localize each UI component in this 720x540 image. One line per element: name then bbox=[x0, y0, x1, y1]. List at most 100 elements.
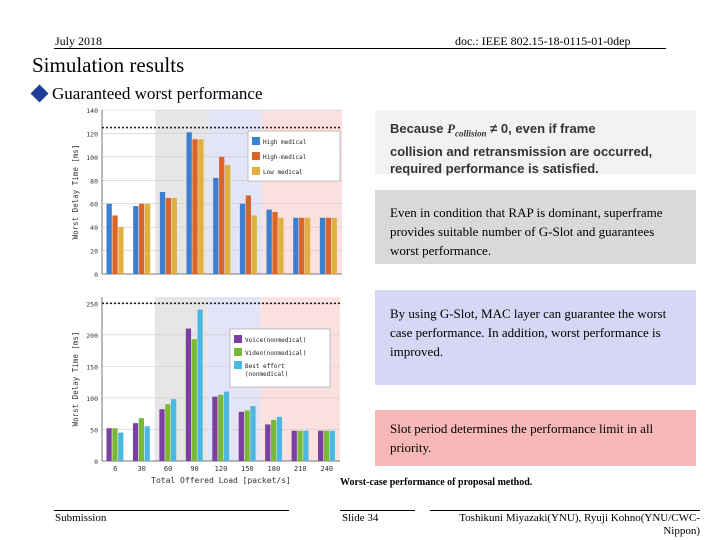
bar bbox=[219, 156, 225, 274]
y-tick-label: 0 bbox=[94, 271, 98, 279]
y-axis-label: Worst Delay Time [ms] bbox=[71, 332, 80, 427]
bar bbox=[251, 215, 257, 274]
bar bbox=[171, 399, 177, 461]
x-axis-label: Total Offered Load [packet/s] bbox=[151, 476, 291, 485]
bar bbox=[118, 432, 124, 461]
legend-label: Best effort bbox=[245, 363, 285, 370]
bar bbox=[192, 139, 198, 274]
x-tick-label: 150 bbox=[241, 465, 254, 473]
y-tick-label: 150 bbox=[86, 363, 98, 371]
footer-rule-left bbox=[54, 510, 289, 511]
callout-collision: Because Pcollision ≠ 0, even if frame co… bbox=[375, 110, 696, 176]
footer-authors-line1: Toshikuni Miyazaki(YNU), Ryuji Kohno(YNU… bbox=[459, 512, 700, 524]
y-tick-label: 80 bbox=[90, 177, 98, 185]
x-tick-label: 180 bbox=[268, 465, 281, 473]
bar bbox=[239, 203, 246, 274]
header-date: July 2018 bbox=[55, 34, 103, 48]
y-tick-label: 200 bbox=[86, 332, 98, 340]
bar bbox=[278, 217, 284, 274]
bar bbox=[325, 217, 332, 274]
figure-caption: Worst-case performance of proposal metho… bbox=[340, 477, 533, 488]
x-tick-label: 210 bbox=[294, 465, 307, 473]
bar bbox=[303, 430, 309, 461]
bar bbox=[213, 177, 219, 274]
legend-swatch bbox=[252, 152, 260, 160]
y-axis-label: Worst Delay Time [ms] bbox=[71, 145, 80, 240]
x-tick-label: 240 bbox=[320, 465, 333, 473]
bar bbox=[266, 209, 272, 274]
bar bbox=[144, 203, 151, 274]
bar bbox=[212, 396, 218, 461]
lower-chart: 0 50 100 150 200 250 6 30 60 90 120 150 180 210 240 Wor… bbox=[71, 297, 340, 485]
bar bbox=[133, 206, 139, 274]
legend-label: High-medical bbox=[263, 154, 307, 161]
bar bbox=[272, 211, 278, 274]
bar bbox=[238, 411, 244, 461]
bar bbox=[245, 195, 252, 274]
y-tick-label: 100 bbox=[86, 395, 98, 403]
bar bbox=[144, 426, 150, 461]
legend-box bbox=[229, 328, 331, 388]
callout-rap-text: Even in condition that RAP is dominant, … bbox=[390, 205, 663, 258]
bar bbox=[138, 418, 144, 461]
bar bbox=[293, 217, 299, 274]
bar bbox=[132, 423, 139, 461]
y-tick-label: 20 bbox=[90, 248, 98, 256]
y-tick-label: 0 bbox=[94, 458, 98, 466]
bar bbox=[159, 192, 166, 274]
bar bbox=[223, 391, 230, 461]
legend-box bbox=[247, 130, 341, 182]
y-tick-label: 40 bbox=[90, 224, 98, 232]
callout-slot-period-text: Slot period determines the performance l… bbox=[390, 421, 654, 455]
upper-chart: 0 20 40 60 80 100 120 140 Worst Delay Time [ms] H… bbox=[71, 107, 342, 279]
bullet-item: Guaranteed worst performance bbox=[30, 84, 263, 104]
x-tick-label: 120 bbox=[215, 465, 228, 473]
bar bbox=[171, 197, 177, 274]
footer-submission: Submission bbox=[55, 512, 107, 524]
bar bbox=[218, 394, 224, 461]
bar bbox=[112, 428, 118, 461]
legend-label: High medical bbox=[263, 139, 307, 146]
bar bbox=[323, 430, 330, 461]
legend-label: Low medical bbox=[263, 169, 303, 176]
bar bbox=[159, 409, 165, 461]
bar bbox=[106, 203, 112, 274]
bar bbox=[299, 217, 305, 274]
bar bbox=[198, 139, 204, 274]
footer-authors: Toshikuni Miyazaki(YNU), Ryuji Kohno(YNU… bbox=[430, 512, 700, 538]
bar bbox=[270, 420, 277, 461]
y-tick-label: 100 bbox=[86, 154, 98, 162]
bar bbox=[165, 404, 171, 461]
y-tick-label: 50 bbox=[90, 426, 98, 434]
bar bbox=[224, 165, 231, 274]
header-rule bbox=[54, 48, 666, 49]
y-tick-label: 140 bbox=[86, 107, 98, 115]
bullet-text: Guaranteed worst performance bbox=[52, 84, 263, 103]
bar bbox=[244, 410, 250, 461]
footer-authors-line2: Nippon) bbox=[663, 525, 700, 537]
bar bbox=[139, 203, 145, 274]
bar bbox=[331, 217, 337, 274]
callout-collision-pre: Because bbox=[390, 121, 448, 136]
legend-swatch bbox=[252, 137, 260, 145]
x-tick-label: 30 bbox=[137, 465, 145, 473]
diamond-bullet-icon bbox=[30, 84, 49, 103]
callout-collision-post: ≠ 0, even if frame bbox=[486, 121, 596, 136]
y-tick-label: 60 bbox=[90, 201, 98, 209]
bar bbox=[329, 430, 335, 461]
legend-label: (nonmedical) bbox=[245, 371, 288, 378]
bar bbox=[318, 430, 324, 461]
callout-collision-line3: required performance is satisfied. bbox=[390, 160, 599, 176]
bar bbox=[304, 217, 311, 274]
footer-slide-number: Slide 34 bbox=[342, 512, 379, 524]
bar bbox=[297, 430, 303, 461]
bar bbox=[185, 328, 192, 461]
bar bbox=[265, 424, 271, 461]
bar bbox=[165, 197, 172, 274]
legend-swatch bbox=[252, 167, 260, 175]
callout-rap-dominant: Even in condition that RAP is dominant, … bbox=[375, 190, 696, 264]
bar bbox=[191, 339, 197, 461]
x-tick-label: 6 bbox=[113, 465, 117, 473]
footer-rule-center bbox=[340, 510, 415, 511]
legend-label: Voice(nonmedical) bbox=[245, 337, 306, 344]
